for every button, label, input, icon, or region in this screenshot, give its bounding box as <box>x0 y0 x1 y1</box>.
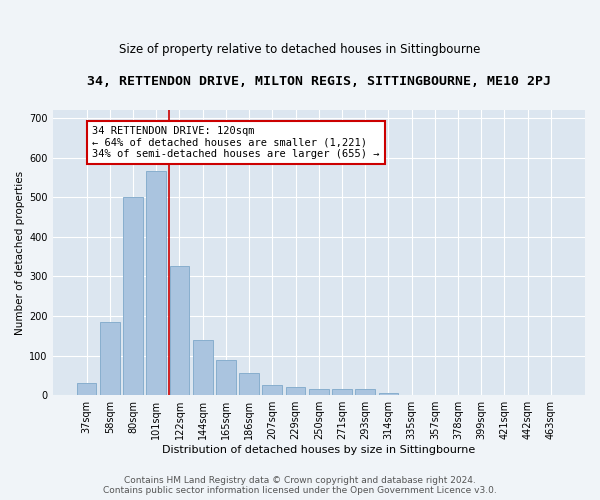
Bar <box>355 390 375 395</box>
Y-axis label: Number of detached properties: Number of detached properties <box>15 170 25 334</box>
Text: 34 RETTENDON DRIVE: 120sqm
← 64% of detached houses are smaller (1,221)
34% of s: 34 RETTENDON DRIVE: 120sqm ← 64% of deta… <box>92 126 380 159</box>
Text: Contains HM Land Registry data © Crown copyright and database right 2024.
Contai: Contains HM Land Registry data © Crown c… <box>103 476 497 495</box>
Bar <box>239 374 259 395</box>
Bar <box>309 390 329 395</box>
Bar <box>146 172 166 395</box>
X-axis label: Distribution of detached houses by size in Sittingbourne: Distribution of detached houses by size … <box>162 445 475 455</box>
Title: 34, RETTENDON DRIVE, MILTON REGIS, SITTINGBOURNE, ME10 2PJ: 34, RETTENDON DRIVE, MILTON REGIS, SITTI… <box>87 75 551 88</box>
Bar <box>123 197 143 395</box>
Bar <box>216 360 236 395</box>
Bar <box>77 384 97 395</box>
Bar <box>286 388 305 395</box>
Bar <box>379 393 398 395</box>
Bar <box>193 340 212 395</box>
Bar <box>332 390 352 395</box>
Bar <box>100 322 119 395</box>
Bar <box>262 386 282 395</box>
Text: Size of property relative to detached houses in Sittingbourne: Size of property relative to detached ho… <box>119 42 481 56</box>
Bar <box>170 266 190 395</box>
